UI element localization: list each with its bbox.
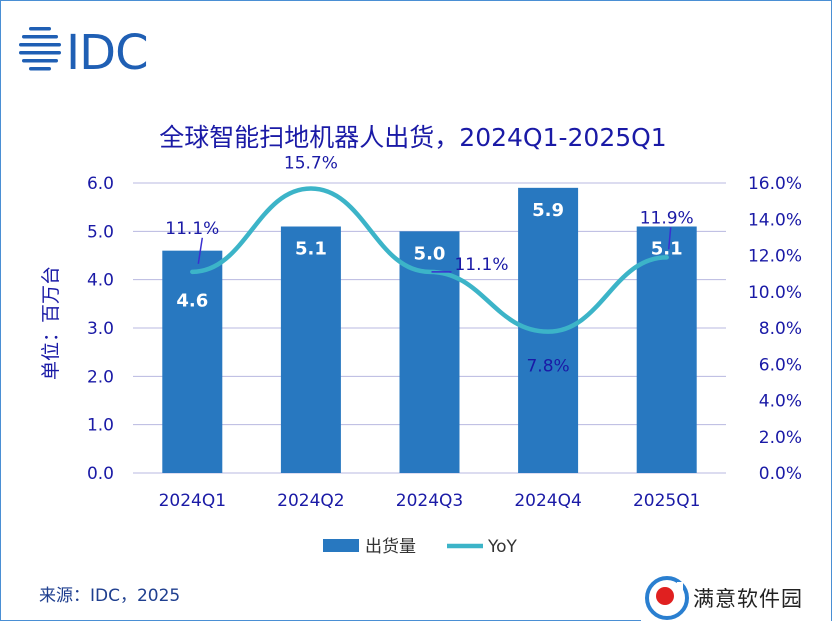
chart-title: 全球智能扫地机器人出货，2024Q1-2025Q1 — [159, 123, 666, 152]
idc-logo: IDC — [19, 25, 149, 75]
left-tick-label: 4.0 — [87, 271, 114, 291]
right-tick-label: 8.0% — [759, 319, 802, 339]
right-tick-label: 12.0% — [748, 247, 802, 267]
x-tick-label: 2024Q3 — [396, 491, 463, 511]
bar-value-label: 5.0 — [414, 243, 446, 264]
left-tick-label: 6.0 — [87, 174, 114, 194]
watermark-logo-icon — [645, 576, 689, 620]
source-note: 来源：IDC，2025 — [39, 586, 181, 606]
right-tick-label: 2.0% — [759, 428, 802, 448]
right-axis: 0.0% 2.0% 4.0% 6.0% 8.0% 10.0% 12.0% 14.0% 16.0% — [748, 174, 802, 484]
bar — [636, 226, 697, 473]
x-tick-label: 2024Q4 — [514, 491, 581, 511]
bar-value-label: 5.9 — [532, 200, 564, 221]
right-tick-label: 6.0% — [759, 355, 802, 375]
left-axis: 0.0 1.0 2.0 3.0 4.0 5.0 6.0 — [87, 174, 114, 484]
x-tick-label: 2024Q2 — [277, 491, 344, 511]
line-series: 11.1% 15.7% 11.1% 7.8% 11.9% — [165, 153, 693, 376]
bar-value-label: 5.1 — [651, 239, 683, 260]
yoy-value-label: 7.8% — [526, 357, 569, 377]
watermark: 满意软件园 — [641, 571, 831, 621]
left-tick-label: 2.0 — [87, 367, 114, 387]
leader-line — [197, 237, 204, 264]
right-tick-label: 16.0% — [748, 174, 802, 194]
x-tick-label: 2024Q1 — [159, 491, 226, 511]
yoy-value-label: 11.1% — [454, 255, 508, 275]
legend-label-line: YoY — [487, 537, 518, 557]
legend: 出货量 YoY — [323, 537, 518, 557]
left-tick-label: 1.0 — [87, 416, 114, 436]
watermark-text: 满意软件园 — [693, 587, 803, 611]
right-tick-label: 14.0% — [748, 210, 802, 230]
yoy-value-label: 11.1% — [165, 219, 219, 239]
logo-text: IDC — [66, 25, 148, 75]
bar-series: 4.6 5.1 5.0 5.9 5.1 — [162, 187, 697, 474]
yoy-value-label: 11.9% — [640, 208, 694, 228]
left-tick-label: 0.0 — [87, 464, 114, 484]
legend-swatch-bar — [323, 539, 359, 552]
right-tick-label: 4.0% — [759, 392, 802, 412]
y-axis-label: 单位：百万台 — [40, 266, 62, 380]
x-tick-label: 2025Q1 — [633, 491, 700, 511]
yoy-line — [190, 186, 669, 334]
right-tick-label: 10.0% — [748, 283, 802, 303]
yoy-value-label: 15.7% — [284, 153, 338, 173]
left-tick-label: 3.0 — [87, 319, 114, 339]
leader-line — [667, 227, 672, 250]
bar-value-label: 5.1 — [295, 239, 327, 260]
x-axis: 2024Q1 2024Q2 2024Q3 2024Q4 2025Q1 — [159, 491, 701, 511]
left-tick-label: 5.0 — [87, 222, 114, 242]
bar — [162, 250, 223, 473]
legend-label-bar: 出货量 — [365, 537, 416, 557]
right-tick-label: 0.0% — [759, 464, 802, 484]
bar — [280, 226, 341, 473]
bar-value-label: 4.6 — [176, 291, 208, 312]
